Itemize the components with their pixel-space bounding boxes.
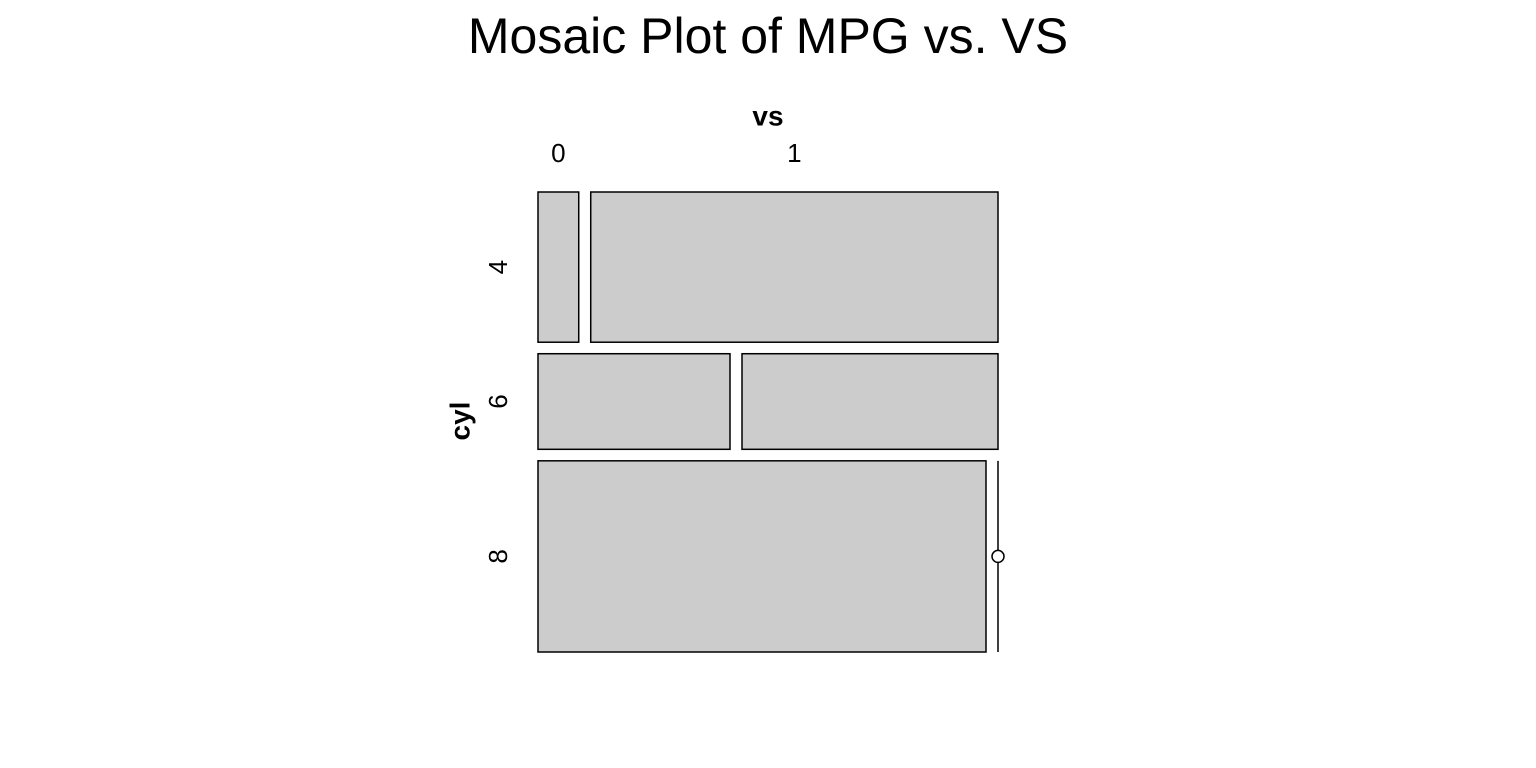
empty-cell-marker	[991, 549, 1005, 564]
mosaic-cell	[537, 460, 987, 653]
y-tick-label: 8	[483, 549, 513, 563]
y-tick-label: 4	[483, 260, 513, 274]
mosaic-cell	[741, 352, 999, 451]
mosaic-cell	[537, 191, 580, 343]
chart-title: Mosaic Plot of MPG vs. VS	[468, 8, 1068, 64]
mosaic-cell	[537, 352, 731, 451]
x-tick-label: 1	[787, 138, 801, 168]
mosaic-cell	[589, 191, 999, 343]
y-tick-label: 6	[483, 394, 513, 408]
x-axis-label: vs	[752, 100, 783, 131]
empty-cell	[991, 460, 1005, 652]
y-axis-label: cyl	[444, 402, 475, 441]
x-tick-label: 0	[551, 138, 565, 168]
